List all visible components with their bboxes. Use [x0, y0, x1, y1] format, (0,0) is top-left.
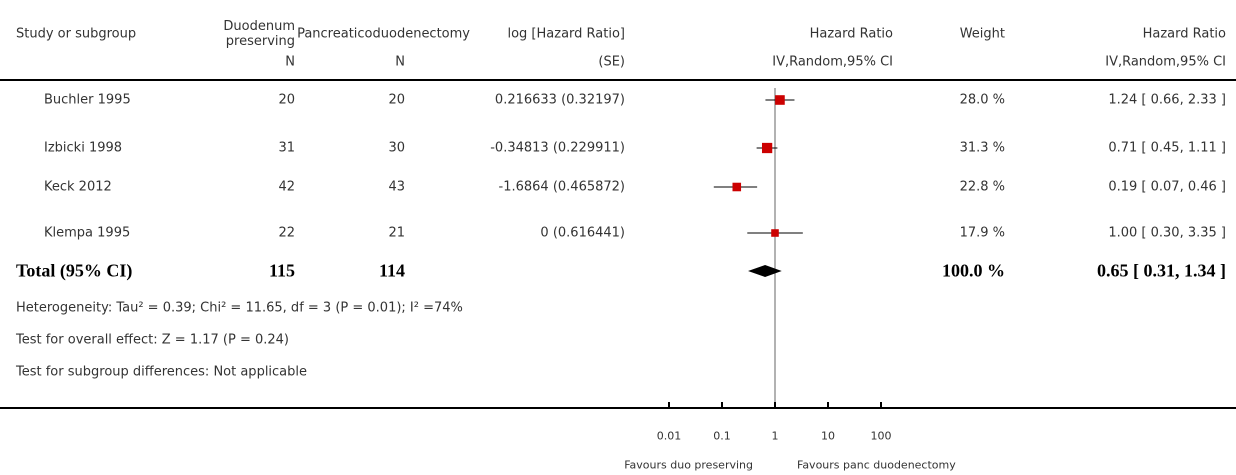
- total-name: Total (95% CI): [16, 260, 133, 281]
- x-tick-label: 0.01: [656, 429, 682, 443]
- n-value: 21: [388, 225, 405, 241]
- column-header: Duodenum preserving: [223, 19, 295, 49]
- column-header: Study or subgroup: [16, 26, 137, 42]
- column-header: log [Hazard Ratio]: [507, 26, 625, 42]
- total-weight: 100.0 %: [942, 260, 1005, 281]
- weight: 22.8 %: [959, 179, 1005, 195]
- total-n: 115: [268, 260, 295, 281]
- estimate-square: [775, 95, 785, 105]
- estimate-square: [761, 142, 773, 154]
- estimate-square: [732, 182, 742, 192]
- total-hr-ci: 0.65 [ 0.31, 1.34 ]: [1097, 260, 1226, 281]
- column-subheader: IV,Random,95% CI: [1105, 54, 1226, 70]
- column-subheader: N: [395, 54, 405, 70]
- column-subheader: N: [285, 54, 295, 70]
- column-subheader: IV,Random,95% CI: [772, 54, 893, 70]
- x-axis-label-left: Favours duo preserving: [624, 458, 753, 472]
- column-header: Weight: [959, 26, 1005, 42]
- x-tick-label: 0.1: [713, 429, 731, 443]
- loghr-se: -1.6864 (0.465872): [498, 179, 625, 195]
- study-name: Izbicki 1998: [44, 140, 123, 156]
- weight: 17.9 %: [959, 225, 1005, 241]
- x-axis-label-right: Favours panc duodenectomy: [797, 458, 956, 472]
- hr-ci: 0.71 [ 0.45, 1.11 ]: [1108, 140, 1226, 156]
- n-value: 43: [388, 179, 405, 195]
- study-name: Keck 2012: [44, 179, 112, 195]
- column-header: Hazard Ratio: [1142, 26, 1226, 42]
- estimate-square: [771, 229, 779, 237]
- column-header: Pancreaticoduodenectomy: [297, 26, 470, 42]
- total-diamond: [748, 265, 782, 277]
- n-value: 22: [278, 225, 295, 241]
- n-value: 20: [278, 92, 295, 108]
- loghr-se: -0.34813 (0.229911): [490, 140, 625, 156]
- n-value: 20: [388, 92, 405, 108]
- column-header: Hazard Ratio: [809, 26, 893, 42]
- footnote: Heterogeneity: Tau² = 0.39; Chi² = 11.65…: [16, 300, 463, 316]
- footnote: Test for overall effect: Z = 1.17 (P = 0…: [16, 332, 289, 348]
- hr-ci: 1.00 [ 0.30, 3.35 ]: [1108, 225, 1226, 241]
- study-name: Buchler 1995: [44, 92, 131, 108]
- n-value: 31: [278, 140, 295, 156]
- hr-ci: 1.24 [ 0.66, 2.33 ]: [1108, 92, 1226, 108]
- loghr-se: 0.216633 (0.32197): [494, 92, 625, 108]
- study-name: Klempa 1995: [44, 225, 131, 241]
- x-tick-label: 1: [771, 429, 779, 443]
- x-tick-label: 10: [821, 429, 835, 443]
- hr-ci: 0.19 [ 0.07, 0.46 ]: [1108, 179, 1226, 195]
- weight: 28.0 %: [959, 92, 1005, 108]
- weight: 31.3 %: [959, 140, 1005, 156]
- total-n: 114: [378, 260, 405, 281]
- n-value: 42: [278, 179, 295, 195]
- loghr-se: 0 (0.616441): [540, 225, 625, 241]
- n-value: 30: [388, 140, 405, 156]
- column-subheader: (SE): [598, 54, 625, 70]
- footnote: Test for subgroup differences: Not appli…: [16, 364, 308, 380]
- x-tick-label: 100: [870, 429, 892, 443]
